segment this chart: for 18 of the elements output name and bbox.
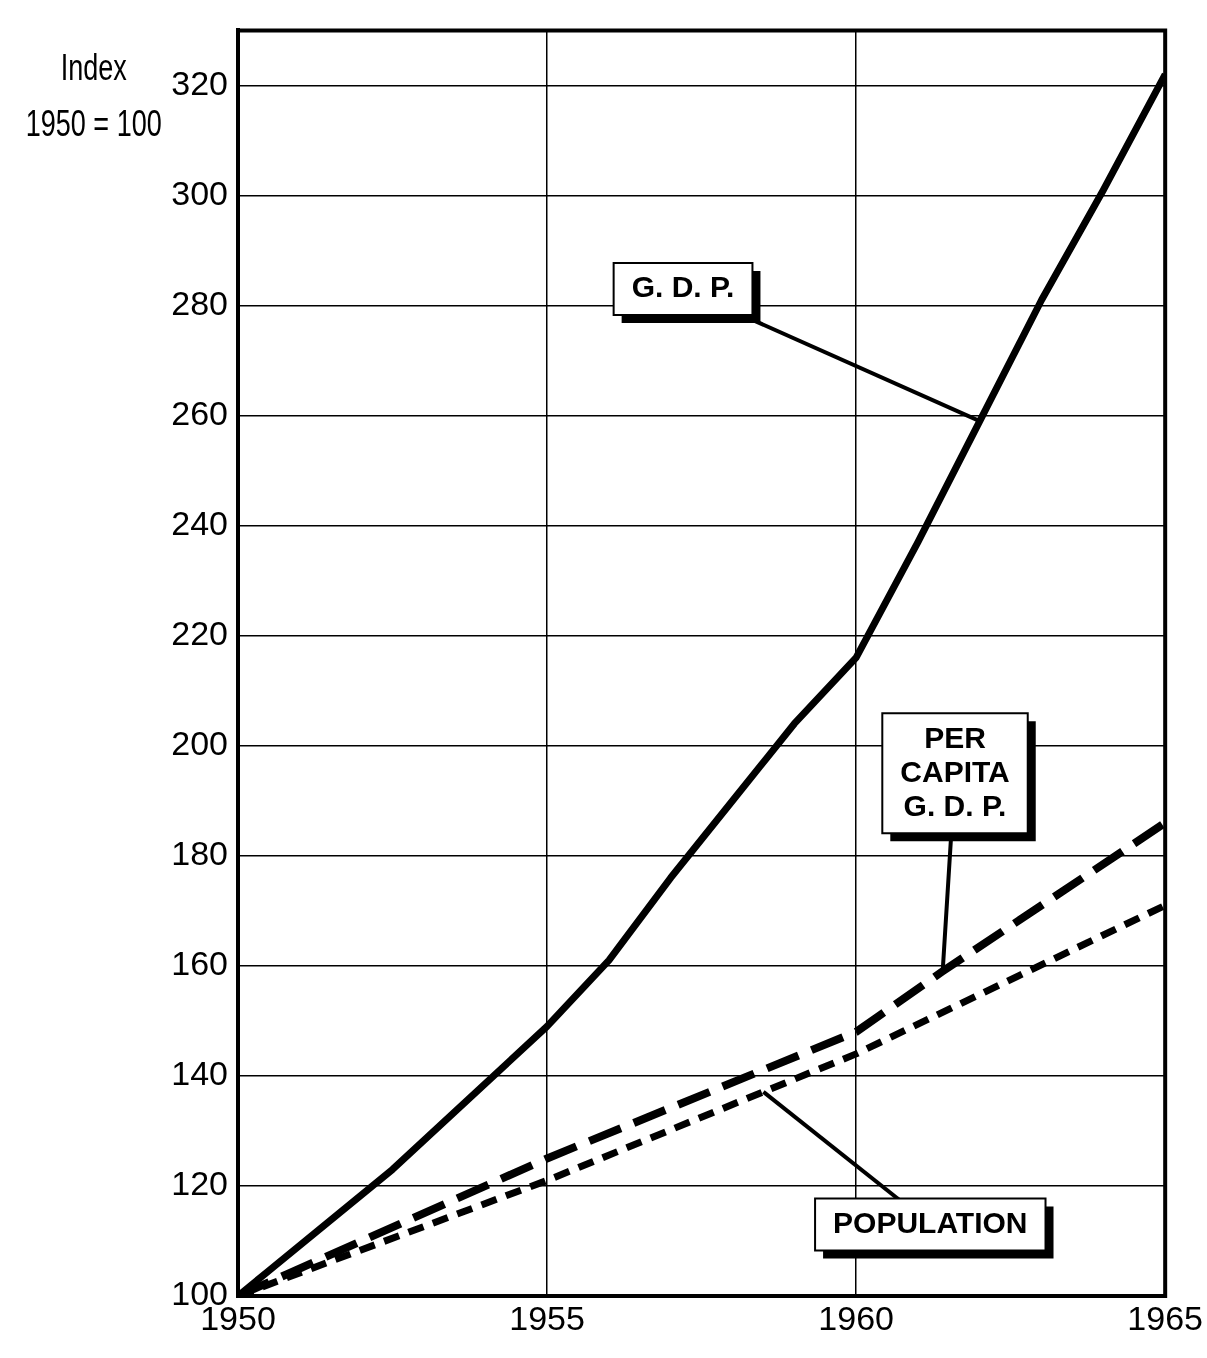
text: G. D. P. xyxy=(631,270,735,304)
text: PER CAPITA G. D. P. xyxy=(900,720,1010,822)
x-tick-label: 1960 xyxy=(818,1298,894,1337)
y-tick-label: 140 xyxy=(171,1054,228,1093)
y-tick-label: 180 xyxy=(171,834,228,873)
y-tick-label: 240 xyxy=(171,504,228,543)
y-tick-label: 300 xyxy=(171,173,228,212)
y-axis-title: Index 1950 = 100 xyxy=(24,46,163,146)
y-tick-label: 320 xyxy=(171,63,228,102)
x-tick-label: 1955 xyxy=(509,1298,585,1337)
x-tick-label: 1965 xyxy=(1127,1298,1203,1337)
y-tick-label: 260 xyxy=(171,393,228,432)
y-tick-label: 220 xyxy=(171,614,228,653)
y-tick-label: 280 xyxy=(171,283,228,322)
y-tick-label: 120 xyxy=(171,1164,228,1203)
y-tick-label: 160 xyxy=(171,944,228,983)
text: POPULATION xyxy=(833,1205,1028,1239)
y-tick-label: 200 xyxy=(171,724,228,763)
